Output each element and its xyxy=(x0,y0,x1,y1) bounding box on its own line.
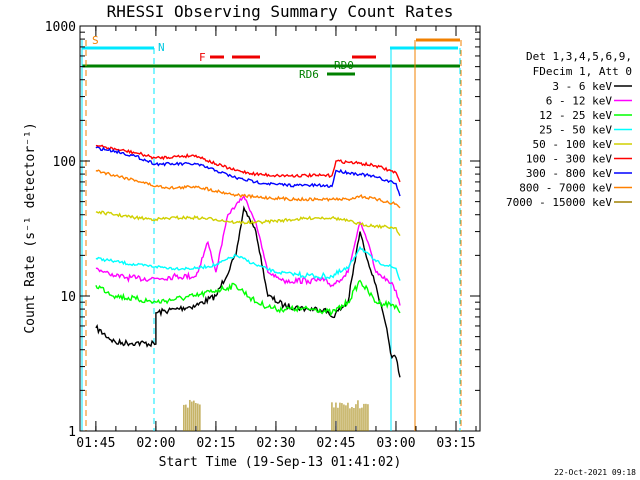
x-tick-label: 03:00 xyxy=(376,436,415,451)
series-line xyxy=(95,205,401,378)
series-line xyxy=(95,169,401,209)
flag-rd6: RD6 xyxy=(299,68,319,81)
flag-s: S xyxy=(92,34,99,47)
x-tick-label: 02:00 xyxy=(136,436,175,451)
legend-label: 50 - 100 keV xyxy=(533,138,613,151)
series-line xyxy=(95,146,401,197)
flag-f: F xyxy=(199,51,206,64)
plot-area xyxy=(79,25,481,432)
x-tick-label: 03:15 xyxy=(436,436,475,451)
y-tick-label: 100 xyxy=(53,155,76,170)
series-line xyxy=(95,144,401,183)
series-line xyxy=(95,279,401,317)
chart-title: RHESSI Observing Summary Count Rates xyxy=(107,2,454,21)
series-layer xyxy=(95,144,401,378)
legend-header-1: Det 1,3,4,5,6,9, xyxy=(526,50,632,63)
legend: Det 1,3,4,5,6,9, FDecim 1, Att 0 3 - 6 k… xyxy=(506,50,632,209)
axis-layer: 1 10 100 1000 01:45 02:00 02:15 02:30 02:45 03:00… xyxy=(45,20,480,451)
legend-label: 3 - 6 keV xyxy=(552,80,612,93)
legend-label: 300 - 800 keV xyxy=(526,167,612,180)
x-tick-label: 01:45 xyxy=(76,436,115,451)
series-line xyxy=(95,245,401,281)
timestamp: 22-Oct-2021 09:18 xyxy=(554,468,636,477)
y-tick-label: 1000 xyxy=(45,20,76,35)
burst-layer xyxy=(183,399,369,431)
legend-label: 25 - 50 keV xyxy=(539,124,612,137)
legend-label: 12 - 25 keV xyxy=(539,109,612,122)
x-tick-label: 02:30 xyxy=(256,436,295,451)
legend-label: 100 - 300 keV xyxy=(526,153,612,166)
legend-label: 6 - 12 keV xyxy=(546,95,613,108)
series-line xyxy=(95,210,401,236)
y-axis-label: Count Rate (s⁻¹ detector⁻¹) xyxy=(23,122,38,333)
status-flags: S N F RD0 RD6 xyxy=(81,34,462,431)
x-tick-label: 02:15 xyxy=(196,436,235,451)
legend-label: 7000 - 15000 keV xyxy=(506,196,612,209)
flag-rd0: RD0 xyxy=(334,59,354,72)
legend-label: 800 - 7000 keV xyxy=(519,182,612,195)
x-axis-label: Start Time (19-Sep-13 01:41:02) xyxy=(159,455,402,470)
legend-header-2: FDecim 1, Att 0 xyxy=(533,65,632,78)
flag-n: N xyxy=(158,41,165,54)
y-tick-label: 10 xyxy=(60,290,76,305)
y-tick-label: 1 xyxy=(68,425,76,440)
x-tick-label: 02:45 xyxy=(316,436,355,451)
series-line xyxy=(95,194,401,306)
